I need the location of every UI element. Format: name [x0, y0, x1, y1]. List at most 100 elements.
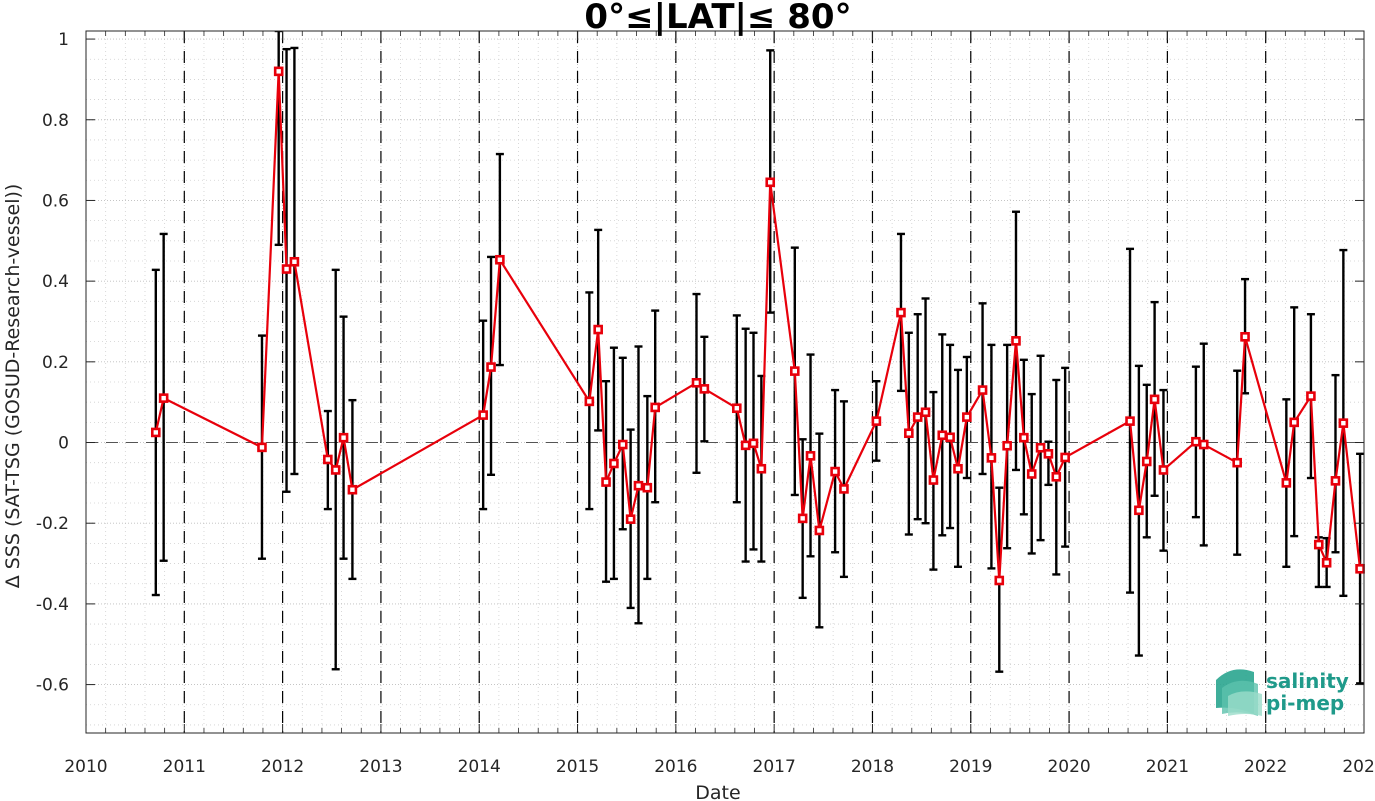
x-tick-label: 2022 [1244, 757, 1287, 777]
data-point [1019, 432, 1029, 443]
data-point [928, 475, 939, 485]
data-point [994, 575, 1005, 586]
data-markers [150, 66, 1365, 586]
data-point [486, 362, 496, 372]
minor-grid [86, 31, 1364, 733]
data-point [1125, 416, 1135, 426]
y-tick-label: -0.6 [36, 676, 69, 696]
logo-line1: salinity [1266, 669, 1349, 693]
data-point [986, 453, 997, 463]
data-point [1232, 457, 1242, 468]
pi-mep-logo: salinity pi-mep [1216, 669, 1349, 716]
data-point [904, 428, 914, 439]
y-tick-label: 0.8 [42, 111, 69, 131]
data-point [1330, 476, 1341, 486]
data-point [633, 480, 644, 491]
data-point [609, 458, 619, 469]
data-point [1240, 332, 1250, 342]
y-tick-label: -0.2 [36, 514, 69, 534]
data-point [158, 393, 169, 403]
chart-title: 0°≤|LAT|≤ 80° [584, 0, 851, 37]
data-point [1313, 539, 1324, 550]
data-point [1198, 439, 1209, 450]
data-point [642, 482, 653, 493]
y-tick-label: 0.6 [42, 191, 69, 211]
data-point [617, 439, 628, 450]
data-point [1060, 452, 1070, 463]
data-point [625, 514, 636, 524]
data-point [805, 451, 816, 461]
x-tick-label: 2021 [1146, 757, 1189, 777]
data-point [1035, 442, 1046, 453]
data-point [1141, 456, 1152, 467]
data-point [1002, 440, 1012, 451]
data-point [273, 66, 284, 77]
data-point [1355, 563, 1365, 574]
data-point [962, 412, 972, 422]
x-tick-label: 2017 [753, 757, 796, 777]
data-point [584, 396, 595, 407]
data-point [756, 463, 767, 474]
data-point [839, 484, 849, 494]
x-tick-label: 2010 [64, 757, 107, 777]
data-point [896, 307, 906, 318]
data-point [478, 410, 488, 420]
y-tick-label: 0 [58, 434, 69, 454]
data-point [945, 432, 955, 443]
data-point [920, 407, 931, 418]
x-tick-label: 2014 [458, 757, 501, 777]
data-point [748, 438, 759, 449]
data-point [330, 465, 341, 475]
data-point [323, 454, 333, 465]
data-point [691, 378, 702, 388]
data-point [347, 484, 358, 495]
data-point [289, 256, 300, 267]
data-point [257, 442, 267, 453]
y-axis-label: Δ SSS (SAT-TSG (GOSUD-Research-vessel)) [2, 184, 24, 589]
x-tick-label: 2011 [163, 757, 206, 777]
data-point [977, 385, 988, 395]
data-point [338, 432, 349, 443]
data-point [1043, 449, 1054, 459]
data-point [789, 366, 800, 376]
x-axis-label: Date [695, 782, 740, 801]
x-tick-label: 2015 [556, 757, 599, 777]
data-point [1281, 478, 1292, 488]
y-tick-label: -0.4 [36, 595, 69, 615]
data-point [1306, 391, 1316, 401]
data-point [814, 525, 825, 536]
data-point [150, 427, 161, 438]
data-point [1321, 557, 1332, 568]
data-point [650, 402, 661, 413]
x-tick-label: 2013 [359, 757, 402, 777]
data-point [1134, 505, 1144, 516]
data-point [953, 463, 963, 474]
x-tick-label: 2020 [1047, 757, 1090, 777]
data-point [871, 416, 882, 426]
data-point [937, 430, 948, 441]
data-point [593, 324, 603, 335]
data-point [1051, 472, 1062, 482]
data-point [1289, 417, 1300, 428]
data-point [912, 412, 923, 422]
x-tick-label: 2012 [261, 757, 304, 777]
axes-box [85, 30, 1365, 734]
data-point [830, 466, 840, 477]
y-tick-label: 0.4 [42, 272, 69, 292]
x-tick-label: 2018 [851, 757, 894, 777]
axes-frame [85, 30, 1365, 734]
logo-wave-icon [1216, 669, 1262, 716]
data-point [1158, 465, 1169, 475]
data-point [1149, 394, 1160, 405]
data-point [1011, 336, 1021, 346]
x-tick-label: 2019 [949, 757, 992, 777]
y-tick-label: 0.2 [42, 353, 69, 373]
data-point [495, 254, 505, 265]
x-tick-labels: 2010 2011 2012 2013 2014 2015 2016 2017 2018 2019… [64, 757, 1375, 777]
data-point [1338, 418, 1349, 428]
data-point [740, 440, 751, 451]
data-point [281, 264, 292, 274]
data-point [765, 177, 776, 188]
data-point [1026, 469, 1037, 479]
